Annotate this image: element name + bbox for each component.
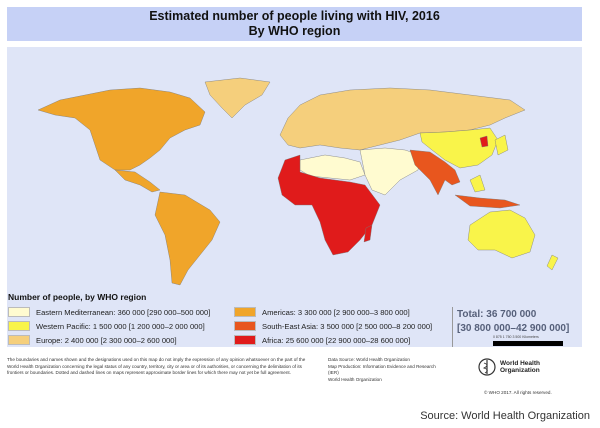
region-western-pacific-asia [419,127,499,169]
total-count: Total: 36 700 000 [30 800 000–42 900 000… [457,308,569,336]
source-caption: Source: World Health Organization [420,410,590,422]
region-africa [277,154,381,256]
legend-swatch [8,307,30,317]
region-americas-central [114,169,161,193]
legend-item-western-pacific: Western Pacific: 1 500 000 [1 200 000–2 … [8,321,205,331]
region-western-pacific-new-zealand [546,254,559,271]
scale-bar [493,341,563,346]
legend-title: Number of people, by WHO region [8,292,147,302]
data-source-line: Data Source: World Health Organization [328,357,410,362]
map-title: Estimated number of people living with H… [7,7,582,41]
region-europe-greenland [204,77,271,119]
legend-swatch [234,335,256,345]
legend-swatch [234,307,256,317]
legend-item-americas: Americas: 3 300 000 [2 900 000–3 800 000… [234,307,410,317]
region-eastern-mediterranean-middle-east [359,147,421,196]
disclaimer-text: The boundaries and names shown and the d… [7,357,306,376]
region-south-east-asia [409,149,461,196]
who-name: World Health Organization [500,360,540,374]
data-source: Data Source: World Health Organization M… [328,357,438,383]
who-emblem-icon [478,358,496,376]
legend-divider [452,307,453,347]
scale-bar-labels: 0 875 1 750 3 500 Kilometers [493,335,539,339]
legend-swatch [234,321,256,331]
organization-line: World Health Organization [328,376,382,382]
region-south-east-asia-korea [479,135,489,148]
region-americas-north [37,87,206,171]
legend-label: Eastern Mediterranean: 360 000 [290 000–… [36,307,211,317]
region-western-pacific-australia [467,209,536,259]
region-western-pacific-islands [469,134,509,193]
legend-label: Africa: 25 600 000 [22 900 000–28 600 00… [262,335,411,345]
region-africa-madagascar [363,224,373,243]
region-south-east-asia-indonesia [454,194,521,209]
legend-item-eastern-mediterranean: Eastern Mediterranean: 360 000 [290 000–… [8,307,210,317]
legend-label: Americas: 3 300 000 [2 900 000–3 800 000… [262,307,410,317]
total-range: [30 800 000–42 900 000] [457,323,570,334]
region-eastern-mediterranean-north-africa [299,154,366,181]
copyright: © WHO 2017. All rights reserved. [484,390,552,395]
legend-item-africa: Africa: 25 600 000 [22 900 000–28 600 00… [234,335,410,345]
legend-swatch [8,335,30,345]
legend-label: Europe: 2 400 000 [2 300 000–2 600 000] [36,335,177,345]
title-line-2: By WHO region [248,24,341,38]
region-europe [279,87,526,151]
legend-label: Western Pacific: 1 500 000 [1 200 000–2 … [36,321,205,331]
legend-swatch [8,321,30,331]
legend-item-europe: Europe: 2 400 000 [2 300 000–2 600 000] [8,335,177,345]
map-production-line: Map Production: Information Evidence and… [328,363,436,376]
title-line-1: Estimated number of people living with H… [149,9,440,23]
legend-item-south-east-asia: South-East Asia: 3 500 000 [2 500 000–8 … [234,321,432,331]
legend-label: South-East Asia: 3 500 000 [2 500 000–8 … [262,321,433,331]
who-logo: World Health Organization [477,357,545,377]
total-value: Total: 36 700 000 [457,309,537,320]
region-americas-south [154,191,221,286]
